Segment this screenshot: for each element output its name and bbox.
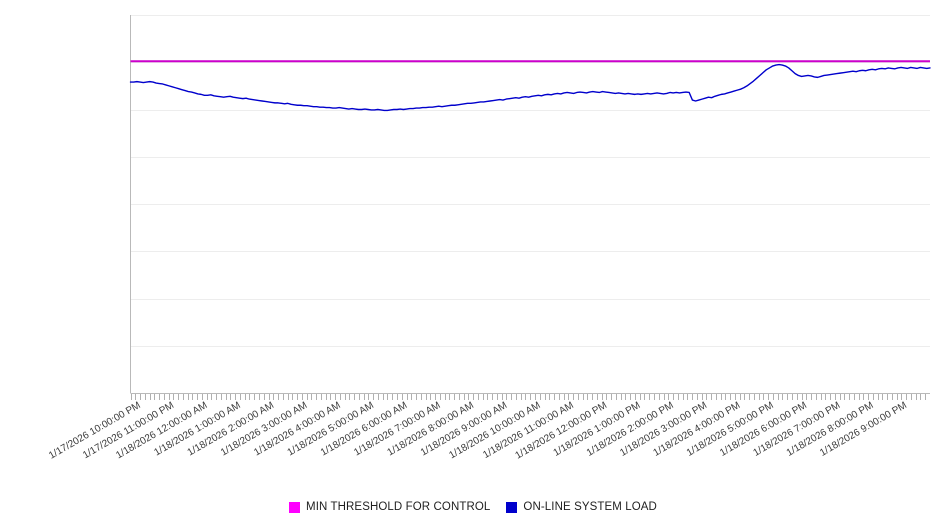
legend-label-on-line-system-load: ON-LINE SYSTEM LOAD	[523, 501, 657, 513]
legend-swatch-blue	[506, 501, 518, 513]
x-axis-labels: 1/17/2026 10:00:00 PM1/17/2026 11:00:00 …	[47, 400, 909, 462]
legend-swatch-magenta	[289, 501, 301, 513]
series-on-line-system-load	[129, 63, 931, 112]
x-axis-tick-marks	[131, 394, 926, 400]
chart-plot-area: 1/17/2026 10:00:00 PM1/17/2026 11:00:00 …	[47, 15, 931, 462]
legend-item-on-line-system-load[interactable]: ON-LINE SYSTEM LOAD	[506, 501, 657, 513]
chart-legend: MIN THRESHOLD FOR CONTROL ON-LINE SYSTEM…	[0, 496, 946, 518]
legend-label-min-threshold-for-control: MIN THRESHOLD FOR CONTROL	[306, 501, 491, 513]
legend-item-min-threshold-for-control[interactable]: MIN THRESHOLD FOR CONTROL	[289, 501, 490, 513]
axis-lines	[130, 15, 930, 394]
gridlines	[130, 15, 930, 347]
